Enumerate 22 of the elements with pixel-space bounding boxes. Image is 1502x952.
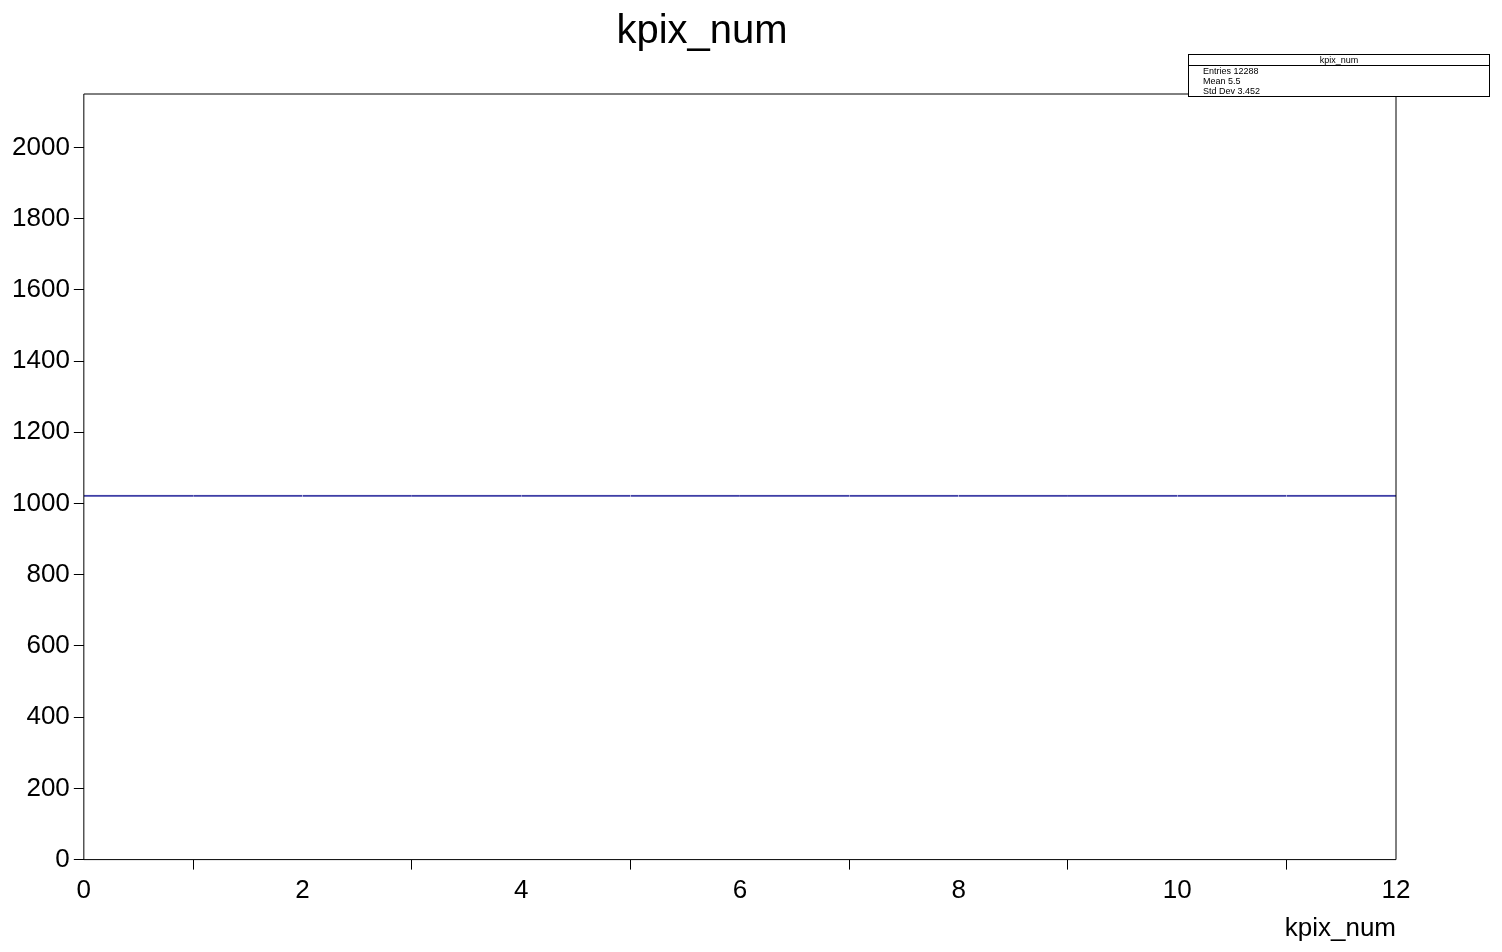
x-tick-label: 4	[513, 874, 529, 905]
x-tick-label: 0	[76, 874, 92, 905]
x-tick-label: 8	[951, 874, 966, 905]
y-tick-label: 1400	[12, 344, 70, 375]
y-tick-label: 1200	[12, 415, 70, 446]
x-tick-label: 12	[1381, 874, 1411, 905]
annotation: Std Dev 3.452	[1202, 86, 1262, 96]
chart-title: kpix_num	[616, 7, 788, 52]
x-tick-label: 2	[295, 874, 310, 905]
y-tick-label: 1600	[12, 273, 70, 304]
x-axis-title: kpix_num	[1284, 911, 1396, 942]
x-tick-label: 6	[732, 874, 748, 905]
y-tick-label: 0	[55, 842, 70, 873]
y-tick-label: 600	[26, 629, 70, 660]
y-tick-label: 2000	[12, 130, 70, 161]
y-tick-label: 800	[26, 557, 70, 588]
x-tick-label: 10	[1162, 874, 1192, 905]
y-tick-label: 1000	[12, 486, 70, 517]
y-tick-label: 200	[26, 771, 70, 802]
y-tick-label: 400	[26, 700, 70, 731]
y-tick-label: 1800	[12, 201, 70, 232]
stats-panel: kpix_num Entries 12288 Mean 5.5 Std Dev 3.452	[1188, 54, 1490, 97]
